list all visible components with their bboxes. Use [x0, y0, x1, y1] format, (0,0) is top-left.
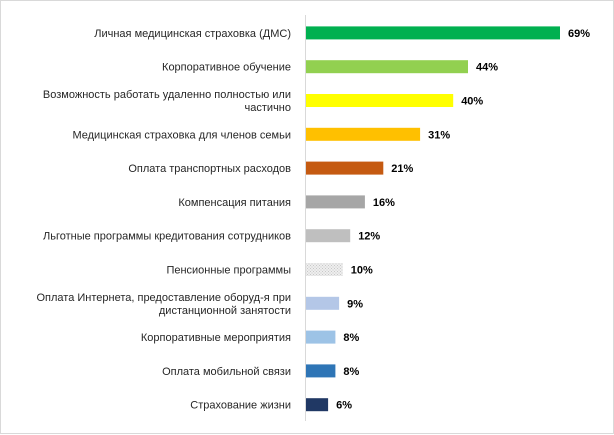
value-label-12: 6% — [336, 400, 352, 412]
bar-12 — [306, 398, 329, 412]
category-label-6: Компенсация питания — [178, 197, 291, 209]
bar-10 — [306, 330, 336, 344]
value-label-10: 8% — [343, 332, 359, 344]
value-label-11: 8% — [343, 366, 359, 378]
bar-1 — [306, 26, 560, 40]
value-label-2: 44% — [476, 62, 498, 74]
value-label-7: 12% — [358, 231, 380, 243]
category-label-7: Льготные программы кредитования сотрудни… — [43, 231, 291, 243]
bar-6 — [306, 195, 365, 209]
value-label-5: 21% — [391, 163, 413, 175]
bar-2 — [306, 60, 468, 74]
category-label-8: Пенсионные программы — [166, 265, 291, 277]
bar-8 — [306, 263, 343, 276]
category-label-4: Медицинская страховка для членов семьи — [72, 129, 291, 141]
bar-7 — [306, 229, 351, 243]
category-label-3: Возможность работать удаленно полностью … — [43, 89, 291, 114]
bar-11 — [306, 364, 336, 378]
bars-layer: 69% Личная медицинская страховка (ДМС) 44%… — [36, 26, 590, 412]
category-label-12: Страхование жизни — [190, 400, 291, 412]
value-label-1: 69% — [568, 28, 590, 40]
category-label-1: Личная медицинская страховка (ДМС) — [94, 28, 291, 40]
value-label-8: 10% — [351, 265, 373, 277]
bar-5 — [306, 161, 384, 175]
value-label-4: 31% — [428, 129, 450, 141]
bar-3 — [306, 94, 454, 107]
category-label-2: Корпоративное обучение — [162, 62, 291, 74]
category-label-5: Оплата транспортных расходов — [128, 163, 291, 175]
bar-4 — [306, 127, 421, 141]
category-label-11: Оплата мобильной связи — [162, 366, 291, 378]
category-label-10: Корпоративные мероприятия — [141, 332, 291, 344]
category-label-9: Оплата Интернета, предоставление оборуд-… — [36, 292, 291, 317]
bar-9 — [306, 296, 340, 310]
value-label-6: 16% — [373, 197, 395, 209]
value-label-3: 40% — [461, 96, 483, 108]
value-label-9: 9% — [347, 298, 363, 310]
